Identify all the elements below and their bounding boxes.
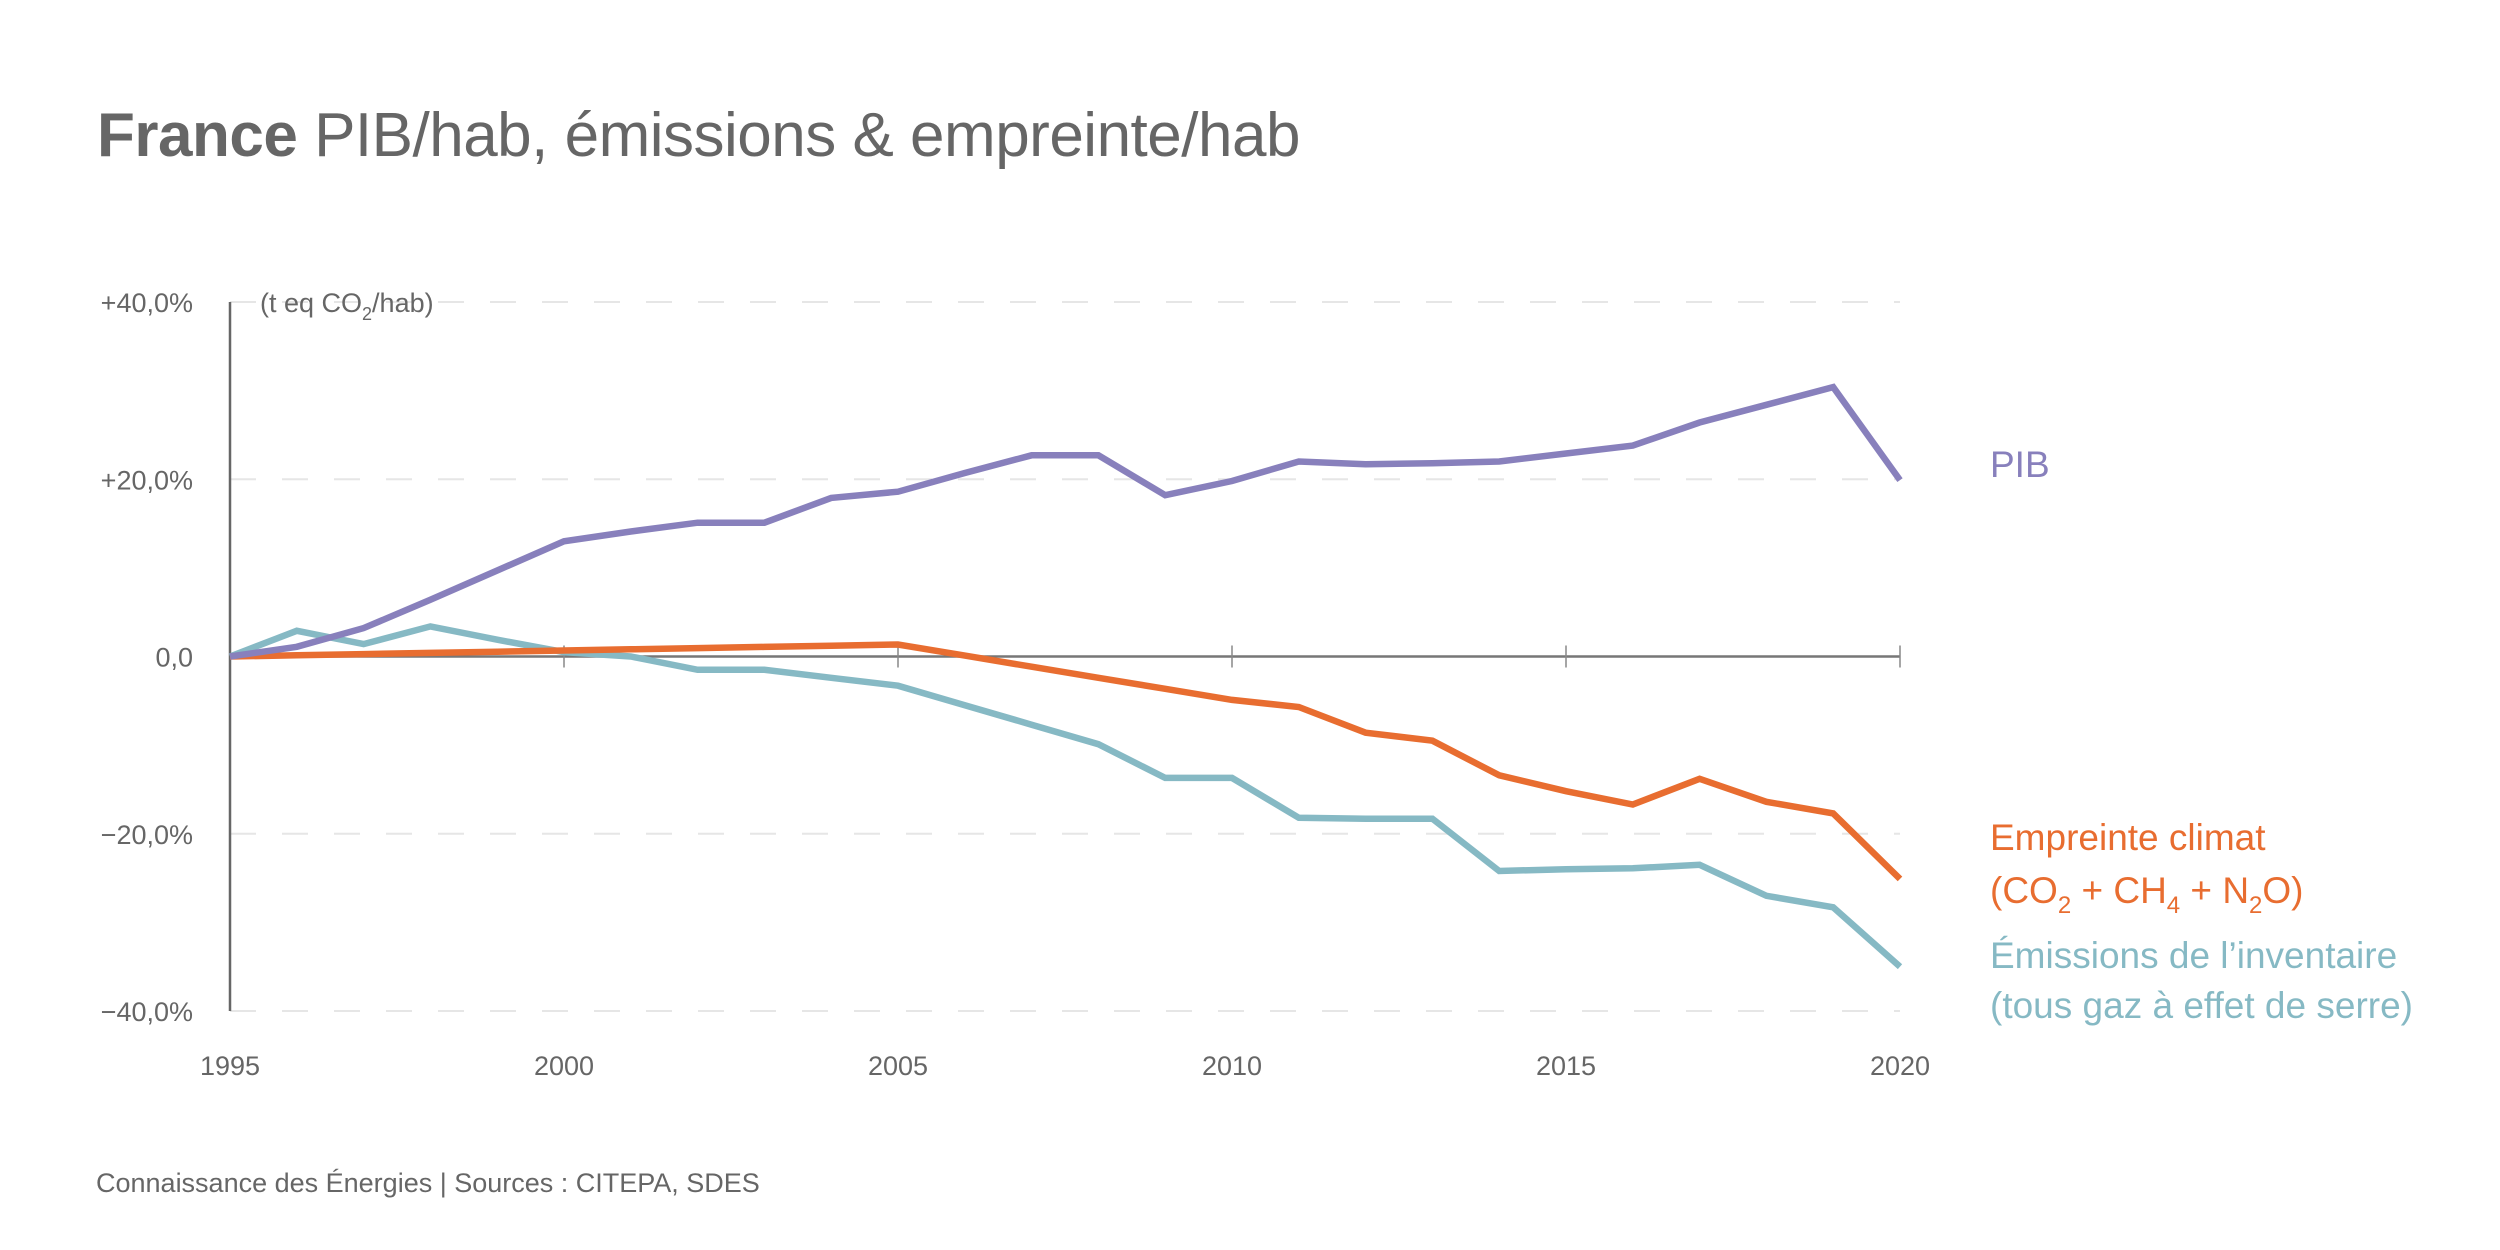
chart-title-subject: PIB/hab, émissions & empreinte/hab [314, 101, 1300, 170]
legend-text: + N [2180, 870, 2249, 911]
legend-text: O) [2262, 870, 2303, 911]
x-tick-label: 2000 [534, 1051, 594, 1081]
y-axis-tick-labels: +40,0% +20,0% 0,0 −20,0% −40,0% [101, 288, 193, 1027]
legend-text: PIB [1990, 444, 2050, 485]
series-line-pib [229, 383, 1903, 660]
x-tick-label: 2005 [868, 1051, 928, 1081]
y-axis-unit-label: (t eq CO2/hab) [260, 288, 434, 324]
gridlines [230, 301, 1900, 1012]
x-tick-label: 2020 [1870, 1051, 1930, 1081]
unit-label-text: /hab) [372, 288, 434, 318]
x-axis-tick-labels: 1995 2000 2005 2010 2015 2020 [200, 1051, 1930, 1081]
y-tick-label: +40,0% [101, 288, 193, 318]
chart-title-country: France [97, 101, 298, 170]
x-tick-label: 2010 [1202, 1051, 1262, 1081]
legend-text: Émissions de l’inventaire [1990, 935, 2397, 976]
legend-label-empreinte-climat: Empreinte climat [1990, 817, 2266, 858]
legend-subscript: 4 [2167, 892, 2180, 919]
legend-text: + CH [2071, 870, 2167, 911]
y-tick-label: −40,0% [101, 997, 193, 1027]
y-tick-label: +20,0% [101, 465, 193, 495]
legend-label-empreinte-climat: (CO2 + CH4 + N2O) [1990, 870, 2304, 919]
x-tick-label: 1995 [200, 1051, 260, 1081]
chart-title: France PIB/hab, émissions & empreinte/ha… [97, 100, 1300, 171]
source-footer: Connaissance des Énergies | Sources : CI… [96, 1168, 760, 1198]
series-line-emissions-inventaire [228, 623, 1903, 970]
legend-label-pib: PIB [1990, 444, 2050, 485]
axes [228, 302, 1901, 1011]
y-tick-label: 0,0 [155, 643, 193, 673]
legend-text: Empreinte climat [1990, 817, 2266, 858]
unit-label-text: (t eq CO [260, 288, 362, 318]
legend-label-emissions-inventaire: Émissions de l’inventaire [1990, 935, 2397, 976]
legend-text: (CO [1990, 870, 2058, 911]
y-tick-label: −20,0% [101, 820, 193, 850]
x-tick-label: 2015 [1536, 1051, 1596, 1081]
legend-subscript: 2 [2058, 892, 2071, 919]
series-line-empreinte-climat [229, 641, 1903, 882]
series-lines [228, 383, 1903, 970]
legend-label-emissions-inventaire: (tous gaz à effet de serre) [1990, 985, 2413, 1026]
legend-text: (tous gaz à effet de serre) [1990, 985, 2413, 1026]
unit-label-subscript: 2 [362, 304, 372, 324]
legend-subscript: 2 [2249, 892, 2262, 919]
